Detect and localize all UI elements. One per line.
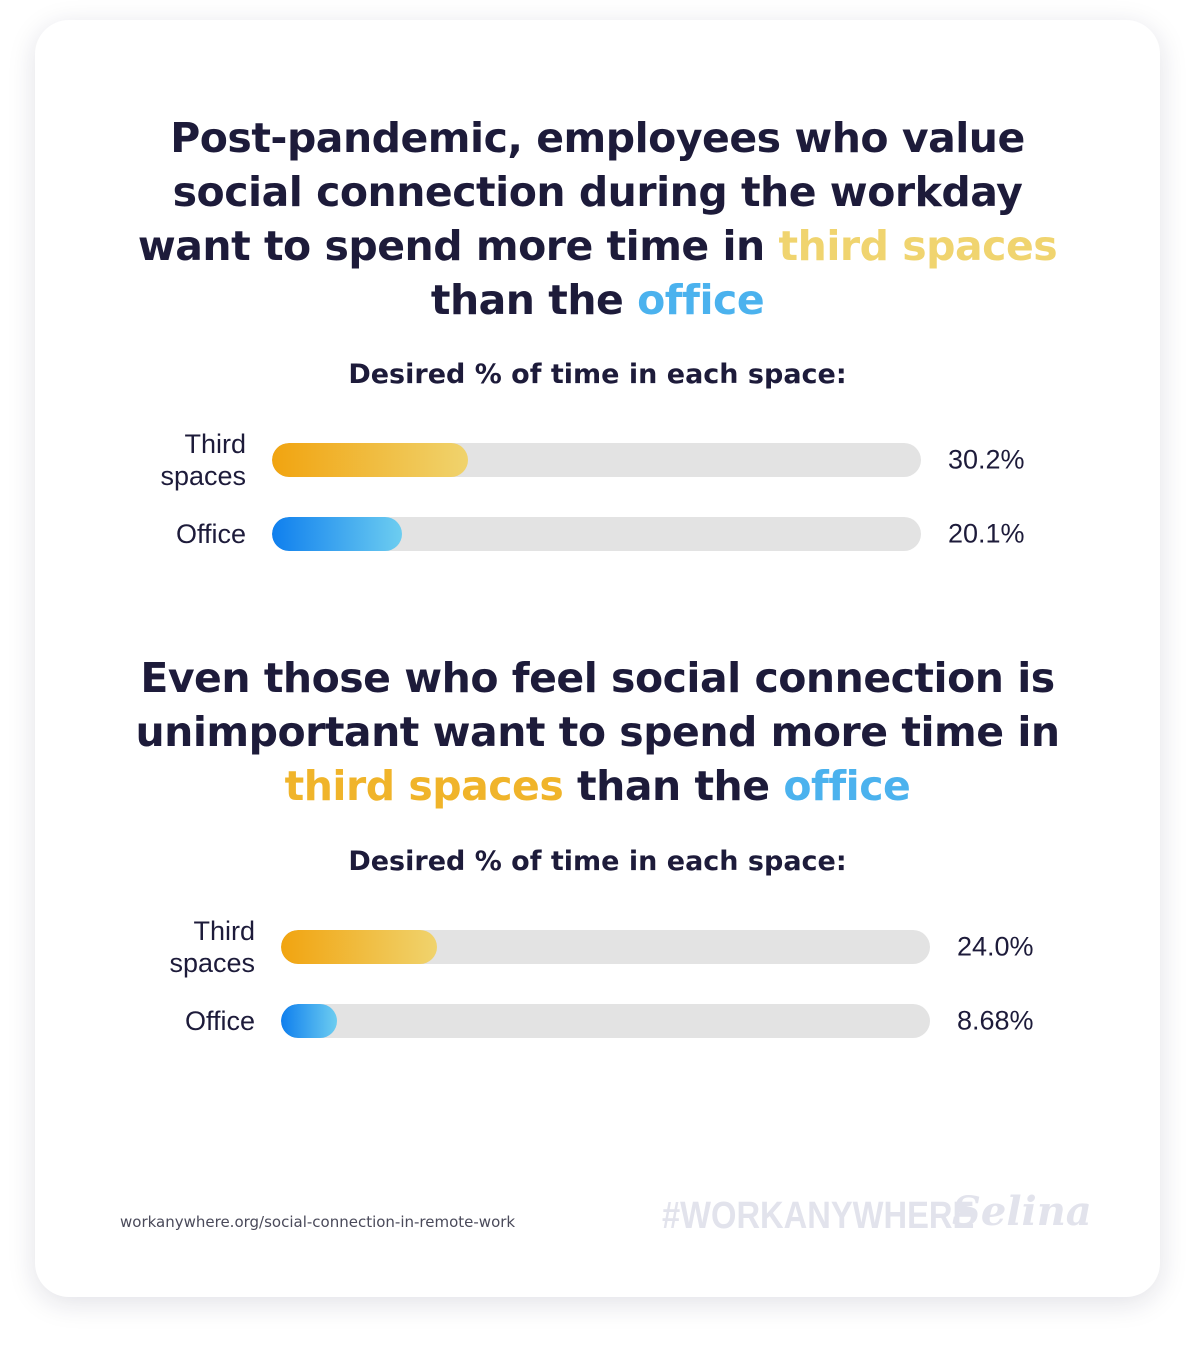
hashtag-logo: #WORKANYWHERE [662,1195,975,1237]
chart-2-label-office: Office [185,1005,255,1037]
headline-1-line-3a: want to spend more time in [137,222,779,270]
chart-2-label-third-spaces: Third spaces [169,915,255,979]
chart-1-track-office [272,517,921,551]
chart-1-bar-office [272,517,403,551]
headline-1-line-4a: than the [430,276,638,324]
chart-1-bar-third-spaces [272,443,468,477]
chart-2-bar-office [281,1004,338,1038]
headline-1-line-1: Post-pandemic, employees who value [170,114,1025,162]
headline-2-third-spaces: third spaces [284,762,564,810]
headline-2-line-2: unimportant want to spend more time in [135,708,1060,756]
chart-2-label-office-line-1: Office [184,1006,255,1036]
headline-2: Even those who feel social connection is… [0,651,1195,813]
chart-1-track-third-spaces [272,443,921,477]
chart-2-label-third-spaces-line-2: spaces [169,948,255,978]
chart-1-value-third-spaces: 30.2% [948,444,1025,475]
chart-2-value-office: 8.68% [957,1005,1034,1036]
chart-2-subtitle: Desired % of time in each space: [348,846,847,877]
headline-2-office: office [783,762,911,810]
chart-2-track-office [281,1004,930,1038]
chart-2-value-third-spaces: 24.0% [957,931,1034,962]
headline-2-line-3b: than the [563,762,784,810]
chart-2-track-third-spaces [281,930,930,964]
headline-1-office: office [637,276,765,324]
chart-1-subtitle: Desired % of time in each space: [348,359,847,390]
headline-1-line-2: social connection during the workday [172,168,1023,216]
headline-2-line-1: Even those who feel social connection is [140,654,1055,702]
selina-logo: Selina [952,1188,1092,1235]
chart-1-label-office: Office [176,518,246,550]
chart-1-label-third-spaces-line-1: Third [184,429,246,459]
chart-1-label-third-spaces-line-2: spaces [160,461,246,491]
chart-1-value-office: 20.1% [948,518,1025,549]
infographic-card [35,20,1160,1297]
chart-2-bar-third-spaces [281,930,437,964]
chart-1-label-third-spaces: Third spaces [160,428,246,492]
headline-1: Post-pandemic, employees who value socia… [0,111,1195,327]
source-url: workanywhere.org/social-connection-in-re… [120,1213,516,1231]
chart-1-label-office-line-1: Office [175,519,246,549]
chart-2-label-third-spaces-line-1: Third [193,916,255,946]
headline-1-third-spaces: third spaces [778,222,1058,270]
